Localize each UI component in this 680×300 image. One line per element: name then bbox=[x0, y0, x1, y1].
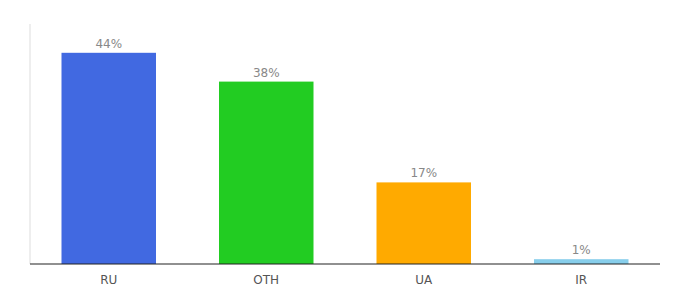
bar bbox=[534, 259, 629, 264]
chart: 44% 38% 17% 1% RU OTH UA IR bbox=[0, 0, 680, 300]
bar bbox=[377, 182, 472, 264]
x-axis-line bbox=[30, 263, 660, 264]
data-label: 17% bbox=[410, 166, 437, 180]
y-range-line bbox=[30, 24, 31, 264]
data-label: 1% bbox=[572, 243, 591, 257]
x-tick-label: UA bbox=[415, 273, 433, 287]
x-tick-label: OTH bbox=[253, 273, 279, 287]
x-tick-label: RU bbox=[100, 273, 117, 287]
bars bbox=[62, 53, 629, 264]
bar bbox=[219, 82, 314, 264]
bar bbox=[62, 53, 157, 264]
data-label: 38% bbox=[253, 66, 280, 80]
x-tick-label: IR bbox=[575, 273, 587, 287]
data-label: 44% bbox=[95, 37, 122, 51]
chart-container: 44% 38% 17% 1% RU OTH UA IR bbox=[0, 0, 680, 300]
